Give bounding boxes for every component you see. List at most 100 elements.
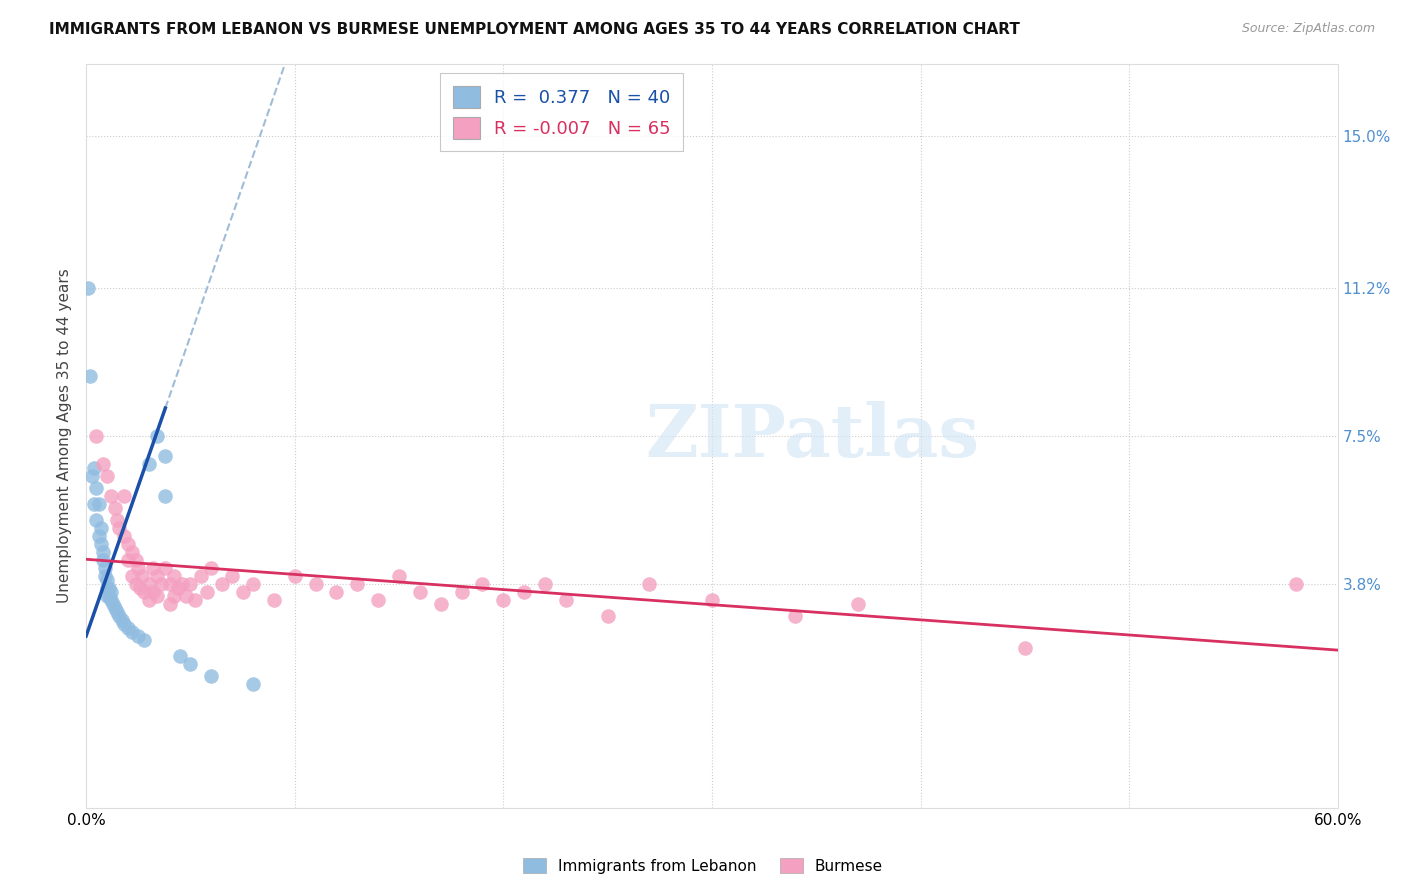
Point: [121, 569, 143, 583]
Point: [367, 593, 389, 607]
Point: [94, 569, 117, 583]
Point: [846, 597, 869, 611]
Point: [96, 589, 118, 603]
Point: [785, 609, 807, 624]
Point: [96, 573, 118, 587]
Point: [221, 569, 243, 583]
Point: [77, 281, 100, 295]
Point: [98, 589, 121, 603]
Point: [96, 581, 118, 595]
Point: [155, 449, 177, 463]
Point: [108, 521, 131, 535]
Point: [190, 569, 212, 583]
Point: [638, 577, 661, 591]
Point: [112, 489, 135, 503]
Point: [150, 577, 173, 591]
Text: Source: ZipAtlas.com: Source: ZipAtlas.com: [1241, 22, 1375, 36]
Point: [159, 597, 181, 611]
Point: [108, 609, 131, 624]
Point: [471, 577, 494, 591]
Point: [195, 585, 218, 599]
Point: [596, 609, 619, 624]
Point: [125, 553, 148, 567]
Point: [100, 593, 122, 607]
Text: IMMIGRANTS FROM LEBANON VS BURMESE UNEMPLOYMENT AMONG AGES 35 TO 44 YEARS CORREL: IMMIGRANTS FROM LEBANON VS BURMESE UNEMP…: [49, 22, 1021, 37]
Point: [146, 429, 169, 443]
Point: [138, 593, 160, 607]
Point: [163, 569, 186, 583]
Point: [86, 513, 108, 527]
Point: [105, 605, 128, 619]
Legend: R =  0.377   N = 40, R = -0.007   N = 65: R = 0.377 N = 40, R = -0.007 N = 65: [440, 73, 683, 152]
Point: [86, 429, 108, 443]
Point: [409, 585, 432, 599]
Point: [125, 577, 148, 591]
Point: [211, 577, 233, 591]
Point: [169, 649, 191, 664]
Point: [346, 577, 368, 591]
Point: [155, 561, 177, 575]
Point: [284, 569, 307, 583]
Point: [513, 585, 536, 599]
Point: [131, 569, 153, 583]
Point: [142, 585, 165, 599]
Point: [155, 489, 177, 503]
Point: [112, 617, 135, 632]
Point: [83, 461, 105, 475]
Point: [87, 497, 110, 511]
Point: [167, 581, 190, 595]
Point: [388, 569, 411, 583]
Point: [112, 529, 135, 543]
Point: [94, 561, 117, 575]
Point: [87, 529, 110, 543]
Point: [105, 513, 128, 527]
Point: [170, 577, 193, 591]
Point: [429, 597, 451, 611]
Point: [79, 369, 101, 384]
Point: [174, 589, 197, 603]
Point: [200, 669, 222, 683]
Point: [121, 625, 143, 640]
Point: [700, 593, 723, 607]
Point: [200, 561, 222, 575]
Point: [242, 677, 264, 691]
Point: [450, 585, 472, 599]
Point: [146, 589, 169, 603]
Point: [83, 497, 105, 511]
Point: [534, 577, 557, 591]
Point: [100, 489, 122, 503]
Point: [1285, 577, 1308, 591]
Point: [121, 545, 143, 559]
Point: [138, 457, 160, 471]
Point: [117, 537, 139, 551]
Point: [142, 561, 165, 575]
Point: [554, 593, 576, 607]
Point: [134, 633, 156, 648]
Point: [129, 581, 152, 595]
Point: [96, 469, 118, 483]
Point: [90, 521, 112, 535]
Point: [117, 621, 139, 635]
Point: [100, 585, 122, 599]
Point: [91, 553, 114, 567]
Point: [183, 593, 205, 607]
Point: [104, 501, 127, 516]
Point: [242, 577, 264, 591]
Point: [134, 585, 156, 599]
Point: [304, 577, 326, 591]
Point: [117, 553, 139, 567]
Point: [263, 593, 285, 607]
Point: [91, 545, 114, 559]
Y-axis label: Unemployment Among Ages 35 to 44 years: Unemployment Among Ages 35 to 44 years: [58, 268, 72, 604]
Point: [163, 589, 186, 603]
Text: ZIPatlas: ZIPatlas: [645, 401, 979, 472]
Point: [138, 577, 160, 591]
Point: [1014, 641, 1036, 656]
Point: [492, 593, 515, 607]
Point: [104, 601, 127, 615]
Point: [179, 657, 201, 671]
Point: [179, 577, 201, 591]
Point: [91, 457, 114, 471]
Point: [159, 577, 181, 591]
Point: [127, 629, 149, 643]
